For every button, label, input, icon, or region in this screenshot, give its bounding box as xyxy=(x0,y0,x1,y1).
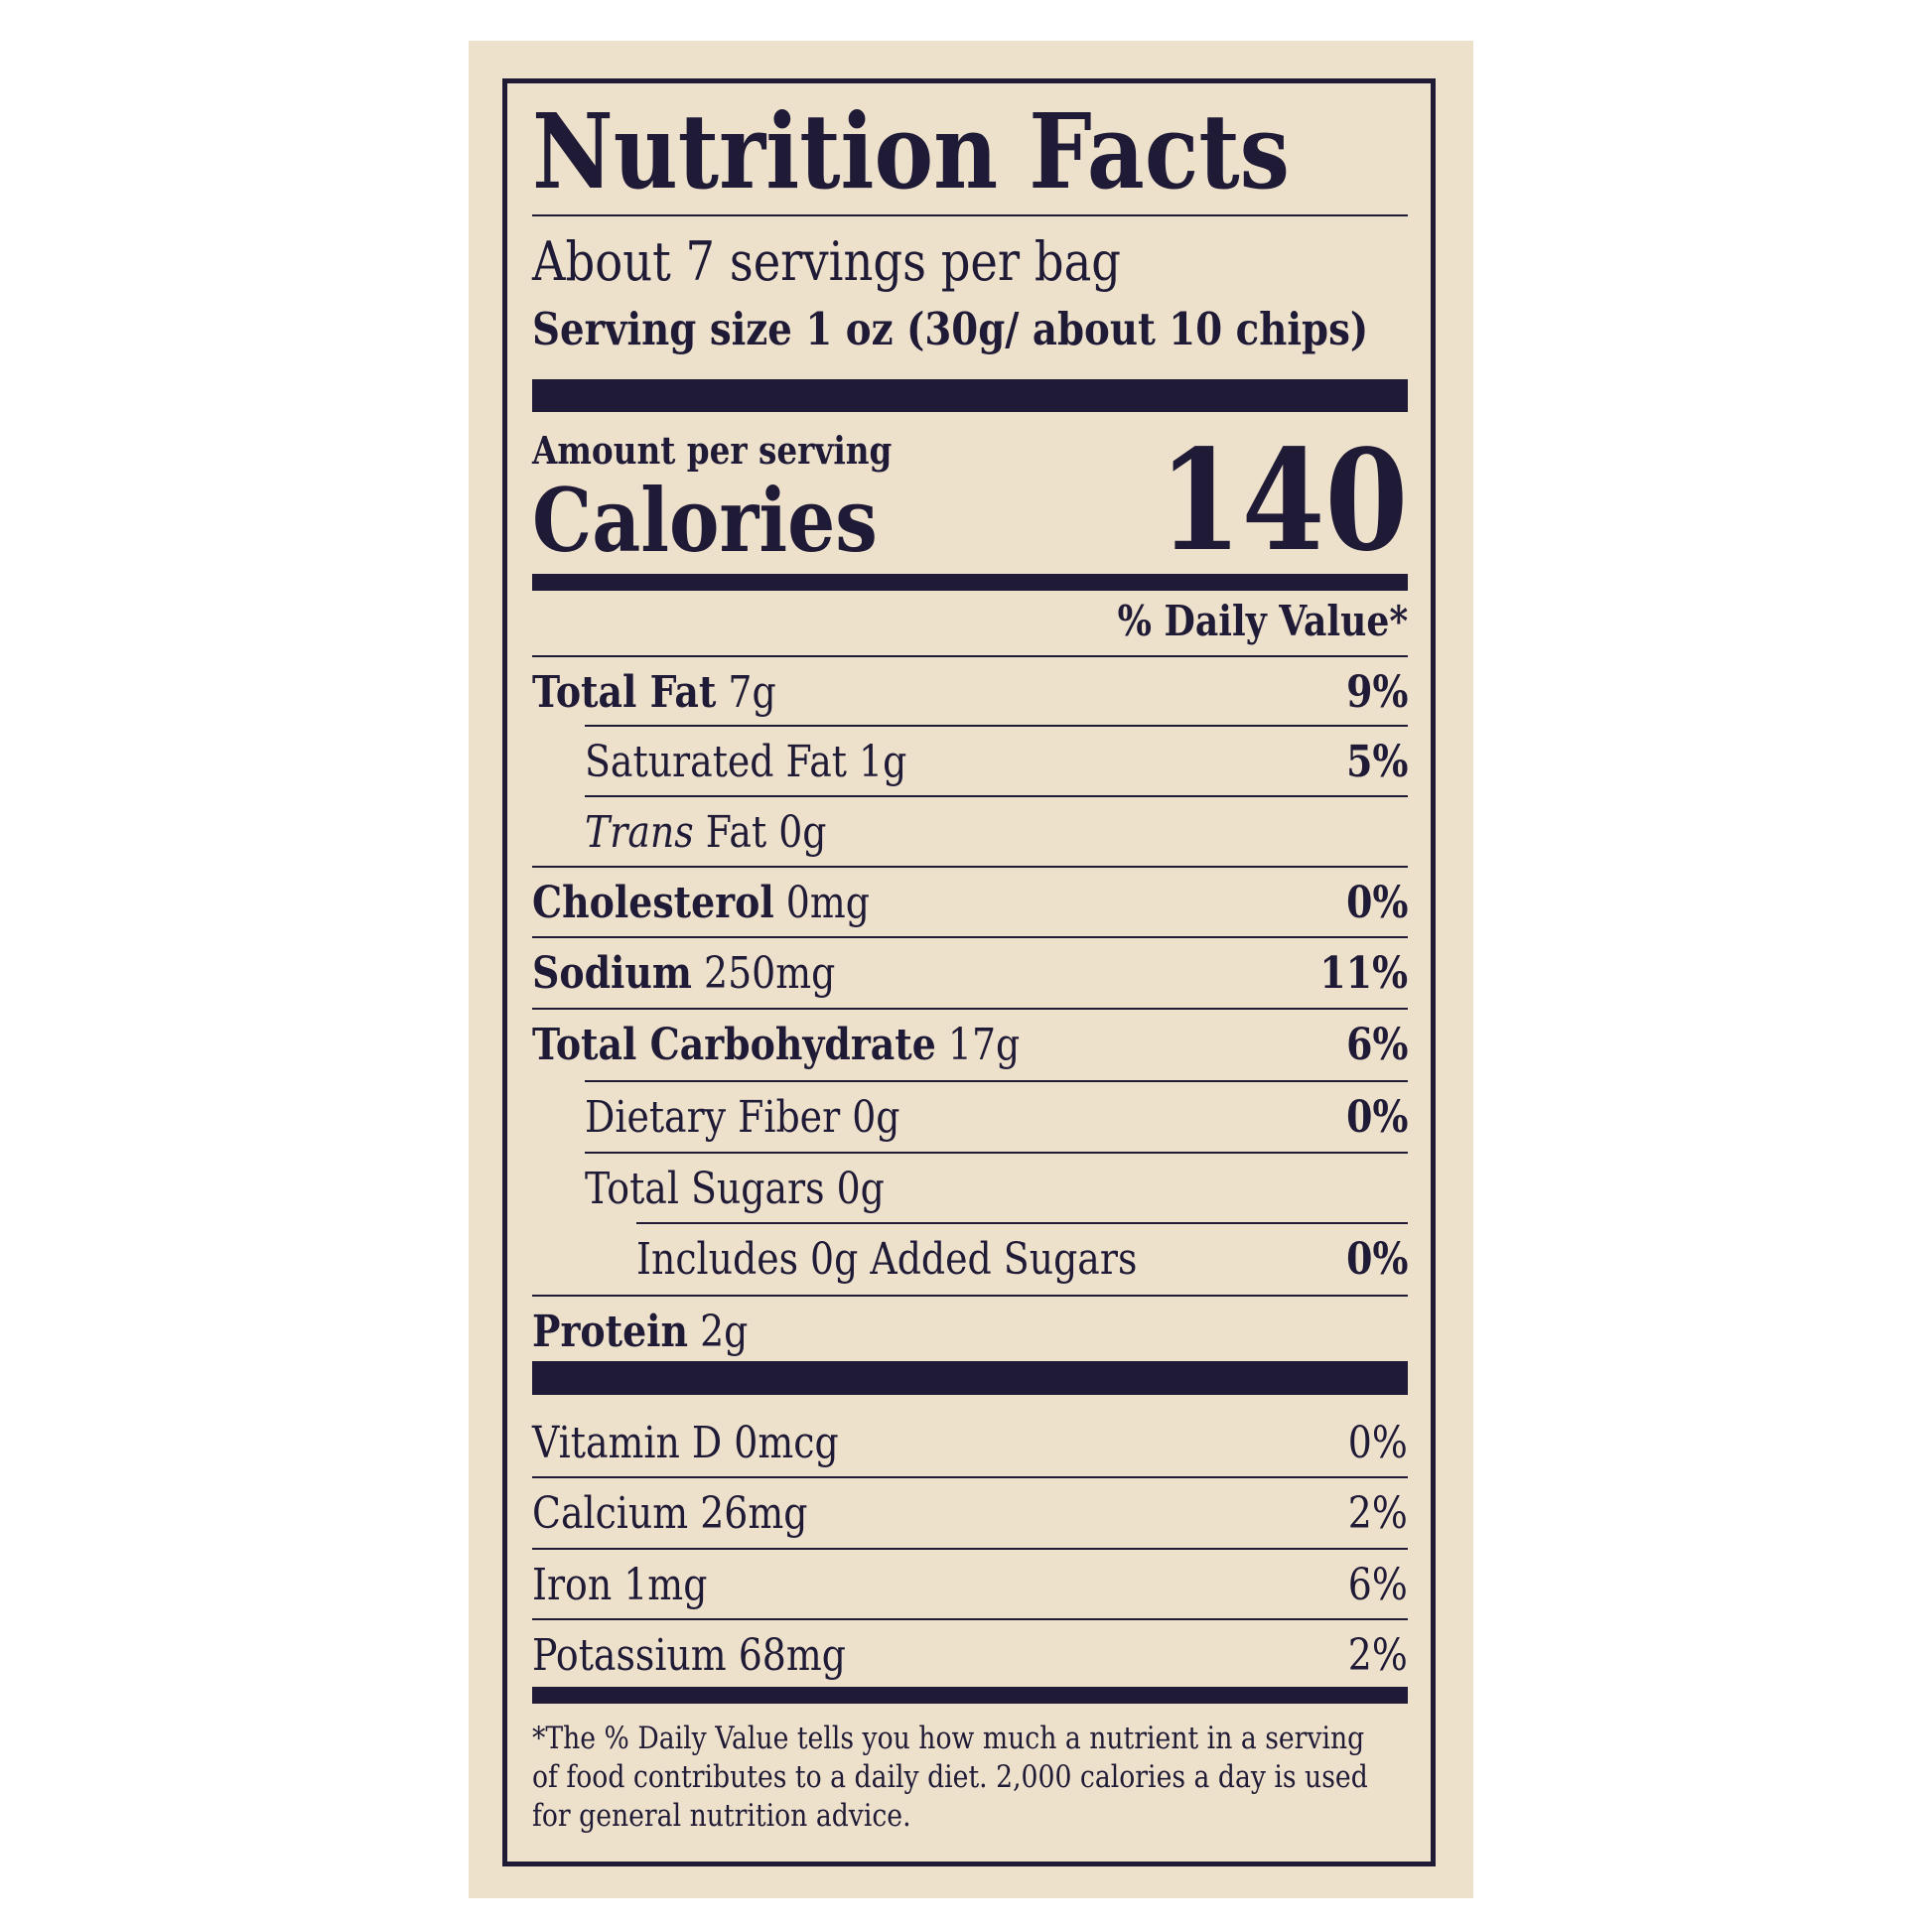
nutrient-amount: 0g xyxy=(836,1163,885,1214)
vitamin-row: Iron 1mg 6% xyxy=(532,1549,1408,1620)
row-divider xyxy=(532,866,1408,868)
row-divider xyxy=(636,1222,1408,1224)
vitamin-amount: 1mg xyxy=(623,1559,708,1610)
nutrient-name: Dietary Fiber xyxy=(585,1091,841,1143)
daily-value-percent: 9% xyxy=(1345,666,1408,718)
serving-size: Serving size 1 oz (30g/ about 10 chips) xyxy=(532,303,1369,355)
daily-value-percent: 5% xyxy=(1345,736,1408,787)
nutrient-amount: 0g xyxy=(778,806,827,858)
daily-value-percent: 0% xyxy=(1345,1091,1408,1143)
nutrient-amount: 0g xyxy=(852,1091,900,1143)
daily-value-percent: 6% xyxy=(1347,1559,1408,1610)
daily-value-percent: 2% xyxy=(1347,1487,1408,1539)
medium-divider xyxy=(532,574,1408,591)
daily-value-percent: 0% xyxy=(1345,1233,1408,1285)
label-background xyxy=(469,41,1473,1898)
nutrient-name: Total Carbohydrate xyxy=(532,1019,936,1070)
daily-value-header: % Daily Value* xyxy=(1117,597,1408,645)
row-divider xyxy=(532,1008,1408,1010)
medium-divider xyxy=(532,1687,1408,1704)
vitamin-name: Vitamin D xyxy=(532,1417,723,1468)
nutrient-name: Saturated Fat xyxy=(585,736,848,787)
nutrient-name: Cholesterol xyxy=(532,877,774,928)
nutrient-row: Cholesterol 0mg 0% xyxy=(532,867,1408,938)
nutrient-name: Total Sugars xyxy=(585,1163,825,1214)
nutrient-amount: 250mg xyxy=(703,947,836,999)
title-divider xyxy=(532,214,1408,216)
nutrient-amount: 1g xyxy=(859,736,907,787)
calories-value: 140 xyxy=(1158,420,1408,583)
amount-per-serving: Amount per serving xyxy=(532,428,893,473)
row-divider xyxy=(532,936,1408,938)
nutrient-name: Sodium xyxy=(532,947,692,999)
nutrient-row: Includes 0g Added Sugars 0% xyxy=(636,1223,1408,1295)
nutrient-amount: 2g xyxy=(700,1306,749,1357)
daily-value-percent: 11% xyxy=(1319,947,1408,999)
nutrient-name-suffix: Fat xyxy=(705,806,767,858)
calories-label: Calories xyxy=(532,469,878,572)
row-divider xyxy=(532,1476,1408,1478)
nutrient-row: Total Carbohydrate 17g 6% xyxy=(532,1009,1408,1080)
nutrient-row: Dietary Fiber 0g 0% xyxy=(585,1081,1408,1153)
nutrient-amount: 0mg xyxy=(785,877,870,928)
vitamin-amount: 26mg xyxy=(700,1487,808,1539)
vitamin-name: Potassium xyxy=(532,1629,727,1681)
row-divider xyxy=(585,795,1408,797)
nutrient-row: Trans Fat 0g xyxy=(585,796,1408,868)
label-border xyxy=(502,78,1436,1866)
nutrient-amount: 17g xyxy=(947,1019,1021,1070)
row-divider xyxy=(585,1080,1408,1082)
row-divider xyxy=(585,725,1408,727)
vitamin-amount: 68mg xyxy=(738,1629,846,1681)
daily-value-percent: 0% xyxy=(1347,1417,1408,1468)
thick-divider xyxy=(532,379,1408,412)
vitamin-row: Calcium 26mg 2% xyxy=(532,1477,1408,1549)
nutrient-name: Trans xyxy=(585,806,694,858)
vitamin-row: Potassium 68mg 2% xyxy=(532,1619,1408,1691)
row-divider xyxy=(532,655,1408,657)
nutrient-row: Total Sugars 0g xyxy=(585,1153,1408,1224)
nutrient-name: Protein xyxy=(532,1306,689,1357)
vitamin-name: Calcium xyxy=(532,1487,689,1539)
nutrient-amount: 7g xyxy=(728,666,776,718)
vitamin-name: Iron xyxy=(532,1559,613,1610)
row-divider xyxy=(532,1548,1408,1550)
nutrient-row: Saturated Fat 1g 5% xyxy=(585,726,1408,797)
nutrient-row: Total Fat 7g 9% xyxy=(532,656,1408,728)
row-divider xyxy=(532,1295,1408,1297)
daily-value-percent: 6% xyxy=(1345,1019,1408,1070)
label-title: Nutrition Facts xyxy=(532,90,1290,212)
vitamin-amount: 0mcg xyxy=(734,1417,839,1468)
vitamin-row: Vitamin D 0mcg 0% xyxy=(532,1407,1408,1478)
footnote: *The % Daily Value tells you how much a … xyxy=(532,1721,1368,1834)
nutrient-row: Sodium 250mg 11% xyxy=(532,937,1408,1009)
nutrient-name: Total Fat xyxy=(532,666,717,718)
row-divider xyxy=(532,1618,1408,1620)
nutrient-row: Protein 2g xyxy=(532,1296,1408,1367)
servings-per-container: About 7 servings per bag xyxy=(532,230,1122,293)
daily-value-percent: 2% xyxy=(1347,1629,1408,1681)
row-divider xyxy=(585,1152,1408,1154)
thick-divider xyxy=(532,1361,1408,1395)
daily-value-percent: 0% xyxy=(1345,877,1408,928)
nutrient-name: Includes 0g Added Sugars xyxy=(636,1233,1138,1285)
